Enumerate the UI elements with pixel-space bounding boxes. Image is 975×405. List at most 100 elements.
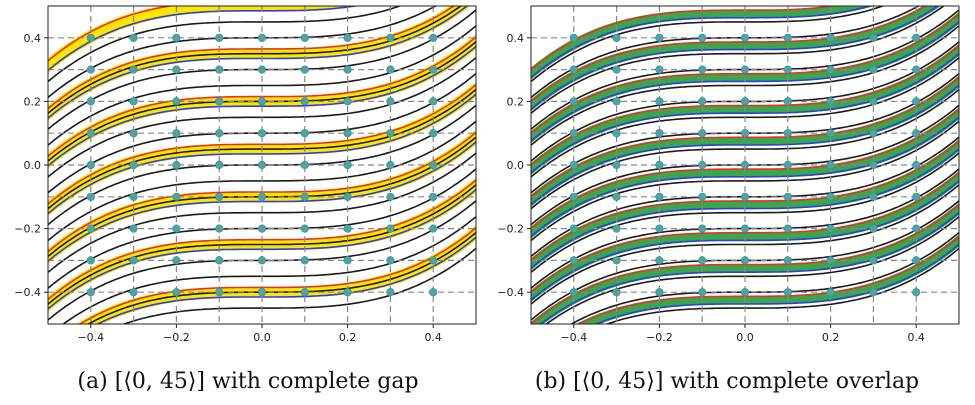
grid-point-2-2 xyxy=(172,224,181,233)
grid-point-0-2 xyxy=(86,224,95,233)
grid-point-1-7 xyxy=(129,65,138,74)
grid-point-6-7 xyxy=(826,65,835,74)
y-tick-label-3: 0.2 xyxy=(24,95,42,108)
grid-point-8-4 xyxy=(429,160,438,170)
grid-point-6-1 xyxy=(343,256,352,265)
grid-point-8-1 xyxy=(429,256,438,265)
grid-point-4-2 xyxy=(740,224,750,233)
grid-point-2-5 xyxy=(172,129,181,138)
grid-point-6-4 xyxy=(343,160,352,170)
grid-point-4-1 xyxy=(740,256,750,265)
grid-point-0-2 xyxy=(569,224,578,233)
grid-point-0-1 xyxy=(86,256,95,265)
grid-point-7-6 xyxy=(386,97,395,106)
grid-point-5-3 xyxy=(783,192,792,201)
grid-point-3-7 xyxy=(215,65,224,74)
blue-curve-6 xyxy=(531,52,959,174)
grid-point-8-6 xyxy=(429,97,438,106)
grid-point-3-2 xyxy=(215,224,224,233)
x-tick-label-2: 0.0 xyxy=(253,331,271,344)
grid-point-6-2 xyxy=(343,224,352,233)
grid-point-3-8 xyxy=(698,33,707,42)
grid-point-4-7 xyxy=(740,65,750,74)
black-curve-14 xyxy=(48,25,476,146)
grid-point-0-7 xyxy=(569,65,578,74)
grid-point-7-7 xyxy=(386,65,395,74)
band-fill-6 xyxy=(48,6,362,74)
grid-point-4-3 xyxy=(740,192,750,201)
grid-point-3-3 xyxy=(698,192,707,201)
red-curve-2 xyxy=(48,131,476,253)
grid-point-8-7 xyxy=(912,65,921,74)
grid-point-2-5 xyxy=(655,129,664,138)
grid-point-0-7 xyxy=(86,65,95,74)
blue-curve-1 xyxy=(539,211,959,324)
grid-point-8-3 xyxy=(912,192,921,201)
grid-point-8-3 xyxy=(429,192,438,201)
grid-point-0-4 xyxy=(569,160,578,170)
band-fill-0 xyxy=(575,234,959,324)
grid-point-6-3 xyxy=(343,192,352,201)
grid-point-6-6 xyxy=(343,97,352,106)
grid-point-0-3 xyxy=(86,192,95,201)
grid-point-1-8 xyxy=(612,33,621,42)
grid-point-7-3 xyxy=(869,192,878,201)
grid-point-0-3 xyxy=(569,192,578,201)
band-fill-5 xyxy=(48,6,471,121)
grid-point-7-8 xyxy=(869,33,878,42)
grid-point-1-1 xyxy=(612,256,621,265)
grid-point-2-6 xyxy=(172,97,181,106)
x-tick-label-0: −0.4 xyxy=(560,331,587,344)
grid-point-4-5 xyxy=(740,129,750,138)
grid-point-1-1 xyxy=(129,256,138,265)
grid-point-6-8 xyxy=(826,33,835,42)
grid-point-2-3 xyxy=(655,192,664,201)
grid-point-3-1 xyxy=(215,256,224,265)
blue-curve-3 xyxy=(48,93,476,215)
grid-point-7-8 xyxy=(386,33,395,42)
grid-point-3-2 xyxy=(698,224,707,233)
y-tick-label-4: 0.4 xyxy=(24,32,42,45)
band-fill-8 xyxy=(531,6,941,112)
grid-point-0-0 xyxy=(86,288,95,297)
grid-point-2-6 xyxy=(655,97,664,106)
grid-point-6-0 xyxy=(826,288,835,297)
grid-point-8-8 xyxy=(912,33,921,42)
grid-point-7-3 xyxy=(386,192,395,201)
grid-point-7-4 xyxy=(386,160,395,170)
x-tick-label-4: 0.4 xyxy=(424,331,442,344)
grid-point-4-1 xyxy=(257,256,267,265)
panel-a: −0.4 −0.2 0.0 0.2 0.4 −0.4 −0.2 0.0 0.2 0.4 xyxy=(14,5,477,344)
black-curve-4 xyxy=(48,184,476,305)
grid-point-5-7 xyxy=(783,65,792,74)
grid-point-5-6 xyxy=(783,97,792,106)
grid-point-5-1 xyxy=(783,256,792,265)
grid-point-3-4 xyxy=(698,160,707,170)
grid-point-6-7 xyxy=(343,65,352,74)
grid-point-1-2 xyxy=(612,224,621,233)
panel-b: −0.4 −0.2 0.0 0.2 0.4 −0.4 −0.2 0.0 0.2 0.4 xyxy=(497,5,960,344)
grid-point-4-4 xyxy=(740,160,750,170)
y-tick-label-0: −0.4 xyxy=(497,286,524,299)
grid-point-3-0 xyxy=(698,288,707,297)
plot-area xyxy=(48,6,476,324)
grid-point-6-8 xyxy=(343,33,352,42)
grid-point-2-7 xyxy=(172,65,181,74)
black-curve-16 xyxy=(48,6,462,114)
plot-area xyxy=(531,6,959,324)
grid-point-3-4 xyxy=(215,160,224,170)
grid-point-0-1 xyxy=(569,256,578,265)
grid-point-8-8 xyxy=(429,33,438,42)
grid-point-0-8 xyxy=(86,33,95,42)
grid-point-7-6 xyxy=(869,97,878,106)
grid-point-3-5 xyxy=(215,129,224,138)
x-tick-label-3: 0.2 xyxy=(339,331,357,344)
black-curve-6 xyxy=(531,152,959,273)
grid-point-4-3 xyxy=(257,192,267,201)
grid-point-2-0 xyxy=(172,288,181,297)
grid-point-4-5 xyxy=(257,129,267,138)
grid-point-1-3 xyxy=(612,192,621,201)
grid-point-4-0 xyxy=(257,288,267,297)
grid-point-1-3 xyxy=(129,192,138,201)
grid-point-2-2 xyxy=(655,224,664,233)
